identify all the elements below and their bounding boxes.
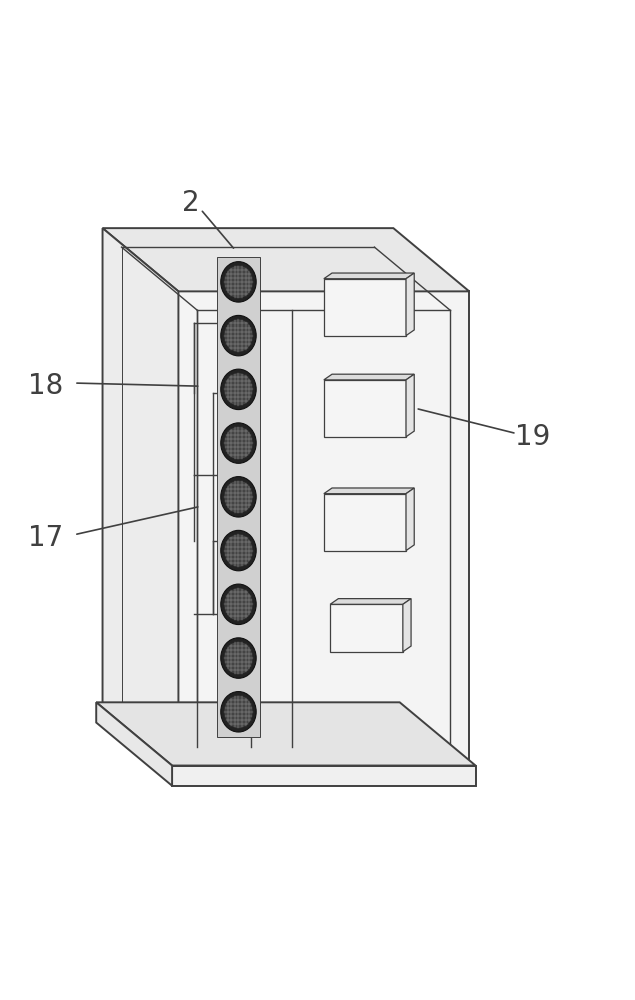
Polygon shape xyxy=(324,279,406,336)
Ellipse shape xyxy=(221,315,256,356)
Text: 2: 2 xyxy=(182,189,200,217)
Polygon shape xyxy=(406,273,414,336)
Polygon shape xyxy=(102,228,178,766)
Polygon shape xyxy=(102,228,469,291)
Text: 18: 18 xyxy=(28,372,64,400)
Polygon shape xyxy=(330,599,411,604)
Ellipse shape xyxy=(224,695,253,728)
Ellipse shape xyxy=(224,265,253,298)
Ellipse shape xyxy=(221,692,256,732)
Polygon shape xyxy=(178,291,469,766)
Ellipse shape xyxy=(224,641,253,675)
Polygon shape xyxy=(324,273,414,279)
Polygon shape xyxy=(406,374,414,437)
Polygon shape xyxy=(403,599,411,652)
Ellipse shape xyxy=(224,373,253,406)
Ellipse shape xyxy=(221,423,256,463)
Ellipse shape xyxy=(221,638,256,678)
Ellipse shape xyxy=(221,477,256,517)
Ellipse shape xyxy=(224,588,253,621)
Ellipse shape xyxy=(221,584,256,625)
Polygon shape xyxy=(324,380,406,437)
Ellipse shape xyxy=(224,427,253,460)
Ellipse shape xyxy=(224,319,253,352)
Polygon shape xyxy=(172,766,476,786)
Polygon shape xyxy=(330,604,403,652)
Polygon shape xyxy=(406,488,414,551)
Ellipse shape xyxy=(221,369,256,410)
Ellipse shape xyxy=(221,262,256,302)
Text: 17: 17 xyxy=(28,524,64,552)
Polygon shape xyxy=(97,702,476,766)
Polygon shape xyxy=(324,374,414,380)
Ellipse shape xyxy=(224,534,253,567)
Ellipse shape xyxy=(221,530,256,571)
Polygon shape xyxy=(217,257,260,737)
Polygon shape xyxy=(324,488,414,494)
Polygon shape xyxy=(97,702,172,786)
Ellipse shape xyxy=(224,480,253,513)
Text: 19: 19 xyxy=(515,423,550,451)
Polygon shape xyxy=(324,494,406,551)
